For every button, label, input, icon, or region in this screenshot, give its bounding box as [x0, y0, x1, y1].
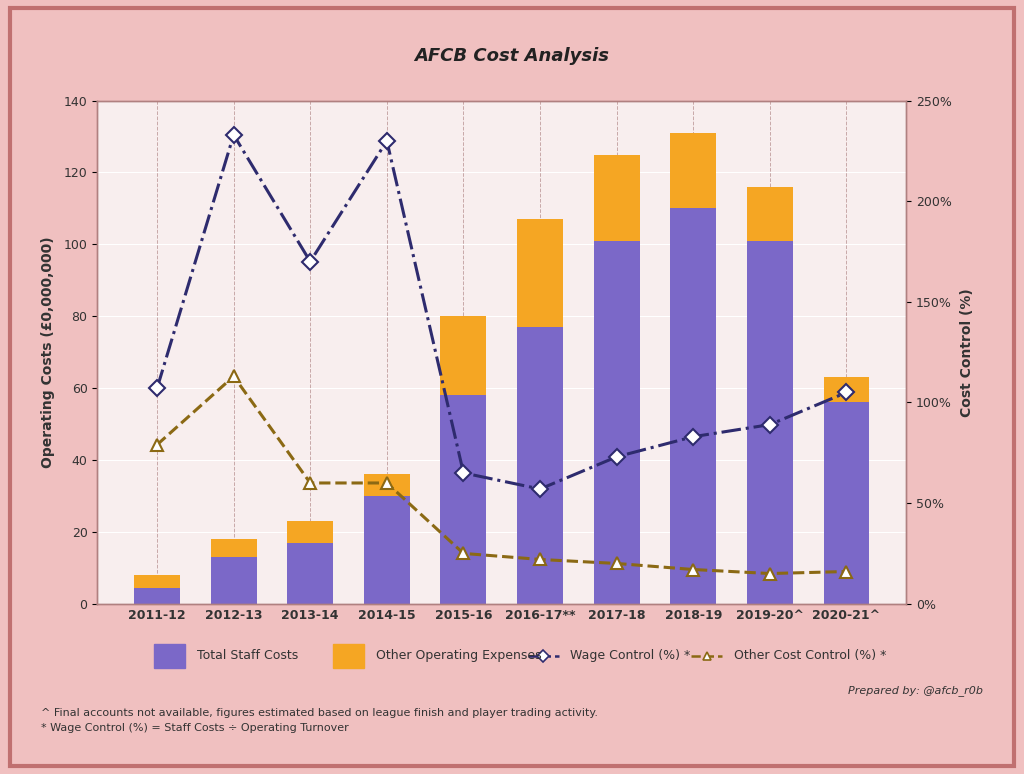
Wage Control (%) *: [841, 388, 853, 397]
Bar: [746, 241, 793, 604]
Wage Control (%) *: [381, 136, 393, 146]
Bar: [594, 155, 640, 241]
Other Cost Control (%) *: [227, 372, 240, 381]
Line: Wage Control (%) *: Wage Control (%) *: [152, 129, 852, 495]
Bar: [823, 378, 869, 402]
Bar: [211, 557, 257, 604]
Bar: [594, 241, 640, 604]
Bar: [823, 402, 869, 604]
Wage Control (%) *: [227, 130, 240, 139]
Text: * Wage Control (%) = Staff Costs ÷ Operating Turnover: * Wage Control (%) = Staff Costs ÷ Opera…: [41, 724, 349, 734]
Bar: [671, 133, 716, 208]
Text: Total Staff Costs: Total Staff Costs: [197, 649, 298, 663]
Bar: [746, 187, 793, 241]
Bar: [134, 587, 180, 604]
Other Cost Control (%) *: [381, 478, 393, 488]
Bar: [211, 539, 257, 557]
Bar: [154, 644, 185, 667]
Line: Other Cost Control (%) *: Other Cost Control (%) *: [152, 371, 852, 579]
Wage Control (%) *: [687, 432, 699, 441]
Text: Wage Control (%) *: Wage Control (%) *: [570, 649, 690, 663]
Y-axis label: Cost Control (%): Cost Control (%): [961, 288, 974, 416]
Bar: [288, 521, 333, 543]
Text: AFCB Cost Analysis: AFCB Cost Analysis: [415, 47, 609, 65]
Text: Other Operating Expenses: Other Operating Expenses: [376, 649, 542, 663]
Text: Other Cost Control (%) *: Other Cost Control (%) *: [734, 649, 886, 663]
Wage Control (%) *: [534, 485, 546, 494]
Bar: [364, 496, 410, 604]
Bar: [134, 575, 180, 587]
Wage Control (%) *: [764, 420, 776, 430]
Other Cost Control (%) *: [610, 559, 623, 568]
Text: Prepared by: @afcb_r0b: Prepared by: @afcb_r0b: [848, 685, 983, 696]
Other Cost Control (%) *: [151, 440, 163, 450]
Bar: [440, 396, 486, 604]
Wage Control (%) *: [151, 384, 163, 393]
Bar: [671, 208, 716, 604]
Y-axis label: Operating Costs (£0,000,000): Operating Costs (£0,000,000): [41, 236, 55, 468]
Text: ^ Final accounts not available, figures estimated based on league finish and pla: ^ Final accounts not available, figures …: [41, 708, 598, 718]
Other Cost Control (%) *: [458, 549, 470, 558]
Bar: [288, 543, 333, 604]
Wage Control (%) *: [610, 452, 623, 461]
Bar: [364, 474, 410, 496]
Bar: [517, 327, 563, 604]
Other Cost Control (%) *: [534, 555, 546, 564]
Wage Control (%) *: [458, 468, 470, 478]
Other Cost Control (%) *: [304, 478, 316, 488]
Other Cost Control (%) *: [841, 567, 853, 576]
Other Cost Control (%) *: [687, 565, 699, 574]
Bar: [440, 317, 486, 396]
Bar: [333, 644, 365, 667]
Other Cost Control (%) *: [764, 569, 776, 578]
Bar: [517, 219, 563, 327]
Wage Control (%) *: [304, 257, 316, 266]
